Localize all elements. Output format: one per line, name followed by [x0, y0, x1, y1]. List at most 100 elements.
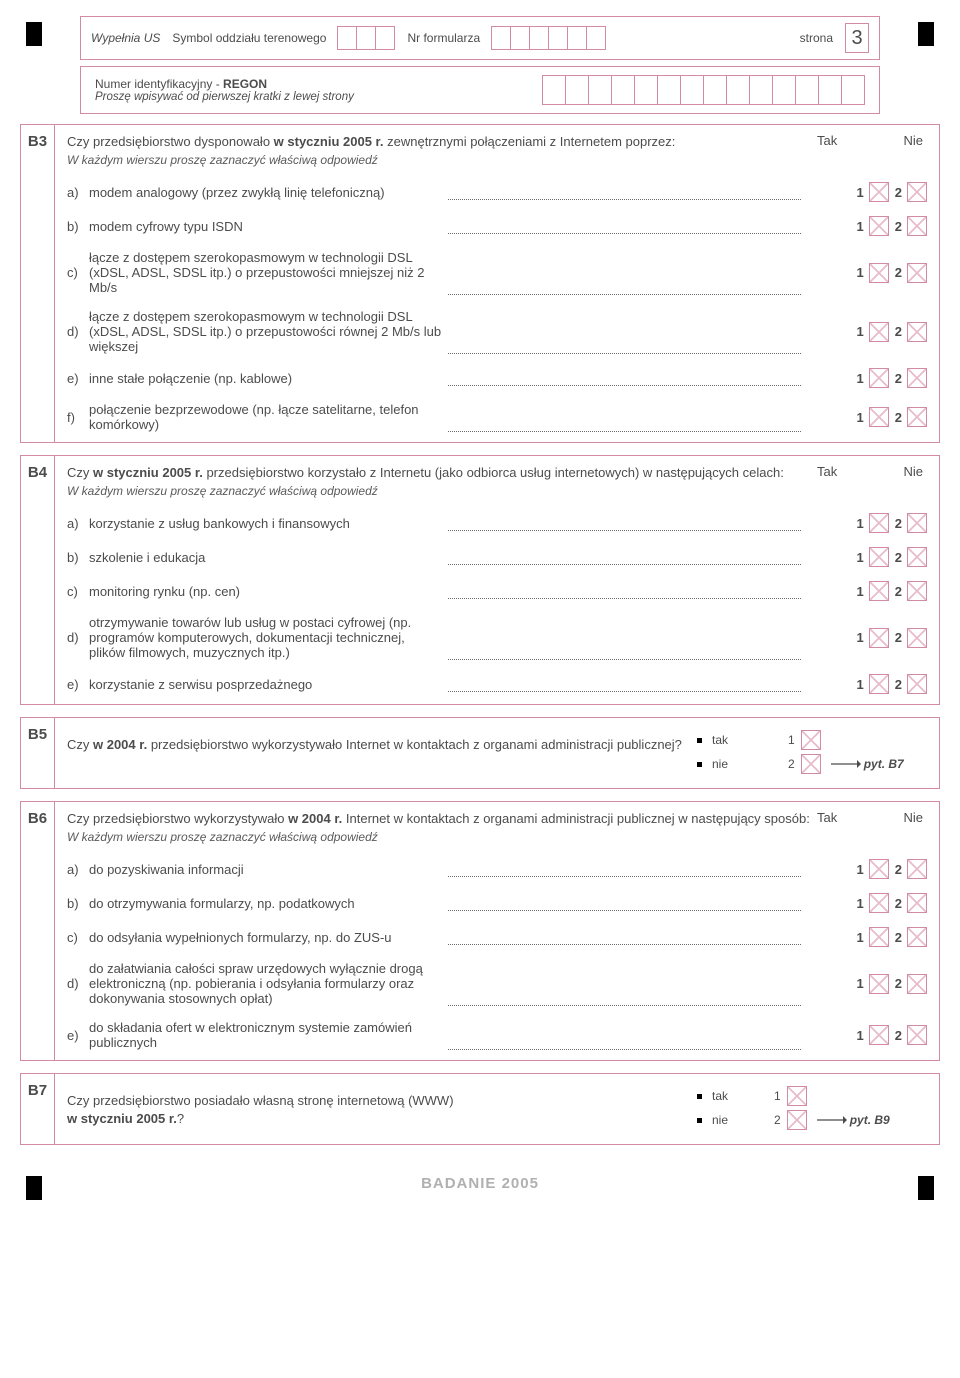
- checkbox[interactable]: [801, 754, 821, 774]
- checkbox-yes[interactable]: [869, 859, 889, 879]
- dots: [448, 520, 801, 531]
- items-b3: a)modem analogowy (przez zwykłą linię te…: [67, 182, 927, 432]
- question-row: a)do pozyskiwania informacji12: [67, 859, 927, 879]
- checkbox-no[interactable]: [907, 513, 927, 533]
- section-id: B5: [21, 718, 55, 788]
- section-b3: B3 Czy przedsiębiorstwo dysponowało w st…: [20, 124, 940, 443]
- item-text: łącze z dostępem szerokopasmowym w techn…: [89, 250, 442, 295]
- checkbox-no[interactable]: [907, 407, 927, 427]
- symbol-cells[interactable]: [338, 26, 395, 50]
- item-text: do pozyskiwania informacji: [89, 862, 442, 877]
- section-b7: B7 Czy przedsiębiorstwo posiadało własną…: [20, 1073, 940, 1145]
- checkbox[interactable]: [787, 1110, 807, 1130]
- question-text: Czy w 2004 r. przedsiębiorstwo wykorzyst…: [67, 726, 697, 778]
- option-yes: tak 1: [697, 1086, 927, 1106]
- dots: [448, 223, 801, 234]
- item-text: do odsyłania wypełnionych formularzy, np…: [89, 930, 442, 945]
- option-no: nie 2 pyt. B7: [697, 754, 927, 774]
- checkbox-no[interactable]: [907, 1025, 927, 1045]
- checkbox-no[interactable]: [907, 263, 927, 283]
- checkbox-yes[interactable]: [869, 1025, 889, 1045]
- checkbox-no[interactable]: [907, 974, 927, 994]
- checkbox-yes[interactable]: [869, 581, 889, 601]
- page: Wypełnia US Symbol oddziału terenowego N…: [0, 0, 960, 1222]
- regon-title: Numer identyfikacyjny - REGON: [95, 77, 354, 91]
- item-letter: c): [67, 584, 89, 599]
- checkbox-yes[interactable]: [869, 547, 889, 567]
- checkbox-no[interactable]: [907, 628, 927, 648]
- item-letter: b): [67, 896, 89, 911]
- checkbox-no[interactable]: [907, 581, 927, 601]
- question-text: Czy przedsiębiorstwo wykorzystywało w 20…: [67, 810, 817, 845]
- dots: [448, 343, 801, 354]
- checkbox-no[interactable]: [907, 368, 927, 388]
- dots: [448, 284, 801, 295]
- dots: [448, 681, 801, 692]
- checkbox-yes[interactable]: [869, 513, 889, 533]
- section-b6: B6 Czy przedsiębiorstwo wykorzystywało w…: [20, 801, 940, 1061]
- checkbox-yes[interactable]: [869, 216, 889, 236]
- question-row: f)połączenie bezprzewodowe (np. łącze sa…: [67, 402, 927, 432]
- question-row: b)szkolenie i edukacja12: [67, 547, 927, 567]
- checkbox-no[interactable]: [907, 927, 927, 947]
- item-letter: d): [67, 976, 89, 991]
- question-row: c)łącze z dostępem szerokopasmowym w tec…: [67, 250, 927, 295]
- question-row: b)do otrzymywania formularzy, np. podatk…: [67, 893, 927, 913]
- checkbox-no[interactable]: [907, 893, 927, 913]
- item-text: modem cyfrowy typu ISDN: [89, 219, 442, 234]
- question-text: Czy przedsiębiorstwo posiadało własną st…: [67, 1082, 697, 1134]
- question-row: a)korzystanie z usług bankowych i finans…: [67, 513, 927, 533]
- checkbox-yes[interactable]: [869, 974, 889, 994]
- dots: [448, 189, 801, 200]
- checkbox-yes[interactable]: [869, 407, 889, 427]
- item-letter: e): [67, 371, 89, 386]
- form-no-cells[interactable]: [492, 26, 606, 50]
- checkbox-no[interactable]: [907, 322, 927, 342]
- checkbox-yes[interactable]: [869, 182, 889, 202]
- item-text: korzystanie z serwisu posprzedażnego: [89, 677, 442, 692]
- items-b6: a)do pozyskiwania informacji12 b)do otrzy…: [67, 859, 927, 1050]
- item-text: łącze z dostępem szerokopasmowym w techn…: [89, 309, 442, 354]
- dots: [448, 995, 801, 1006]
- section-id: B7: [21, 1074, 55, 1144]
- question-row: e)korzystanie z serwisu posprzedażnego12: [67, 674, 927, 694]
- regon-cells[interactable]: [543, 75, 865, 105]
- column-headers: TakNie: [817, 810, 927, 845]
- question-row: d)otrzymywanie towarów lub usług w posta…: [67, 615, 927, 660]
- checkbox-yes[interactable]: [869, 322, 889, 342]
- item-text: do składania ofert w elektronicznym syst…: [89, 1020, 442, 1050]
- item-letter: f): [67, 410, 89, 425]
- section-id: B3: [21, 125, 55, 442]
- item-letter: a): [67, 185, 89, 200]
- checkbox-yes[interactable]: [869, 628, 889, 648]
- checkbox-yes[interactable]: [869, 927, 889, 947]
- item-text: modem analogowy (przez zwykłą linię tele…: [89, 185, 442, 200]
- question-row: c)do odsyłania wypełnionych formularzy, …: [67, 927, 927, 947]
- corner-marker: [918, 1176, 934, 1200]
- dots: [448, 554, 801, 565]
- question-row: a)modem analogowy (przez zwykłą linię te…: [67, 182, 927, 202]
- checkbox-no[interactable]: [907, 216, 927, 236]
- items-b4: a)korzystanie z usług bankowych i finans…: [67, 513, 927, 694]
- checkbox-yes[interactable]: [869, 368, 889, 388]
- item-text: połączenie bezprzewodowe (np. łącze sate…: [89, 402, 442, 432]
- checkbox[interactable]: [801, 730, 821, 750]
- item-letter: c): [67, 930, 89, 945]
- checkbox-no[interactable]: [907, 547, 927, 567]
- item-letter: c): [67, 265, 89, 280]
- item-letter: d): [67, 324, 89, 339]
- checkbox[interactable]: [787, 1086, 807, 1106]
- checkbox-yes[interactable]: [869, 263, 889, 283]
- page-label: strona: [800, 31, 833, 45]
- checkbox-no[interactable]: [907, 182, 927, 202]
- item-text: inne stałe połączenie (np. kablowe): [89, 371, 442, 386]
- question-row: c)monitoring rynku (np. cen)12: [67, 581, 927, 601]
- checkbox-yes[interactable]: [869, 674, 889, 694]
- regon-box: Numer identyfikacyjny - REGON Proszę wpi…: [80, 66, 880, 114]
- question-row: e)do składania ofert w elektronicznym sy…: [67, 1020, 927, 1050]
- checkbox-yes[interactable]: [869, 893, 889, 913]
- item-letter: a): [67, 862, 89, 877]
- checkbox-no[interactable]: [907, 674, 927, 694]
- checkbox-no[interactable]: [907, 859, 927, 879]
- item-text: monitoring rynku (np. cen): [89, 584, 442, 599]
